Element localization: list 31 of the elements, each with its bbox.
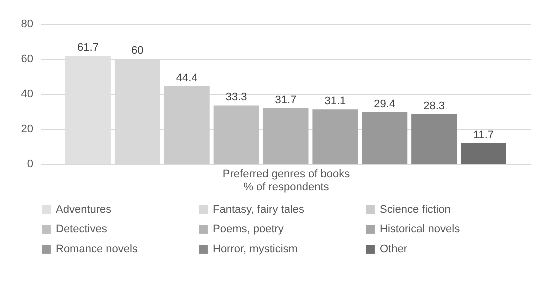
legend-label: Horror, mysticism — [213, 244, 298, 256]
data-label: 29.4 — [374, 98, 396, 111]
legend-label: Science fiction — [380, 204, 451, 216]
data-label: 11.7 — [473, 130, 494, 142]
y-tick-label: 20 — [21, 124, 34, 136]
legend-label: Poems, poetry — [213, 224, 284, 236]
legend-label: Adventures — [56, 204, 112, 216]
bar — [461, 144, 506, 164]
bar — [214, 106, 260, 164]
y-tick-label: 80 — [21, 18, 34, 30]
data-label: 31.7 — [275, 94, 297, 107]
data-label: 31.1 — [324, 96, 346, 108]
legend-label: Detectives — [56, 224, 108, 236]
legend-label: Romance novels — [56, 244, 138, 256]
bar — [263, 108, 309, 164]
bar — [412, 114, 458, 164]
y-tick-label: 60 — [21, 54, 34, 66]
legend-label: Historical novels — [380, 224, 461, 236]
data-label: 60 — [132, 45, 144, 57]
data-label: 28.3 — [424, 100, 446, 112]
bar — [362, 112, 408, 164]
legend-label: Other — [380, 244, 408, 256]
data-label: 44.4 — [176, 72, 198, 84]
y-tick-label: 0 — [27, 158, 34, 170]
y-tick-label: 40 — [21, 88, 34, 100]
bar — [164, 86, 210, 164]
bar — [312, 110, 358, 164]
data-label: 61.7 — [78, 42, 99, 54]
data-label: 33.3 — [226, 92, 248, 104]
x-axis-title: Preferred genres of books % of respondents — [222, 168, 351, 194]
legend-label: Fantasy, fairy tales — [213, 204, 305, 216]
